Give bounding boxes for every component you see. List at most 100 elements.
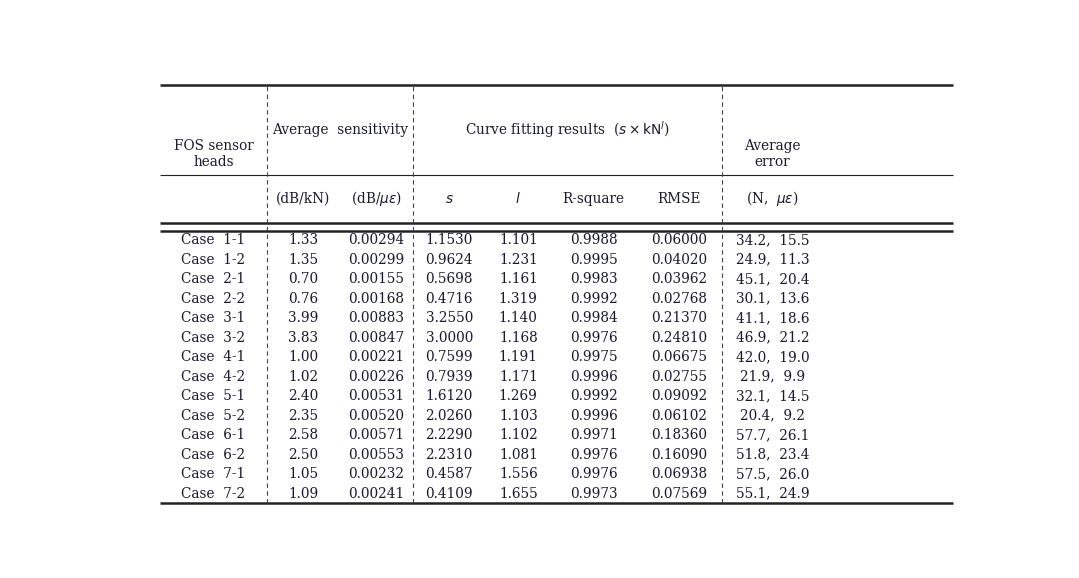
Text: 0.06000: 0.06000 (652, 234, 707, 247)
Text: Case  5-2: Case 5-2 (181, 409, 246, 423)
Text: 1.02: 1.02 (288, 370, 318, 384)
Text: 0.4109: 0.4109 (425, 487, 473, 501)
Text: 0.9988: 0.9988 (570, 234, 617, 247)
Text: 0.00168: 0.00168 (349, 292, 405, 306)
Text: 0.9992: 0.9992 (570, 292, 617, 306)
Text: 0.07569: 0.07569 (651, 487, 707, 501)
Text: 0.09092: 0.09092 (651, 389, 708, 403)
Text: (N,  $\mu\varepsilon$): (N, $\mu\varepsilon$) (746, 190, 798, 209)
Text: 0.00883: 0.00883 (349, 311, 405, 325)
Text: 1.161: 1.161 (498, 272, 537, 286)
Text: Average  sensitivity: Average sensitivity (272, 123, 408, 137)
Text: 34.2,  15.5: 34.2, 15.5 (736, 234, 809, 247)
Text: 1.00: 1.00 (288, 350, 318, 364)
Text: 57.5,  26.0: 57.5, 26.0 (736, 467, 809, 481)
Text: 1.6120: 1.6120 (425, 389, 473, 403)
Text: 0.9996: 0.9996 (570, 370, 617, 384)
Text: Case  6-2: Case 6-2 (181, 447, 246, 462)
Text: 1.556: 1.556 (498, 467, 537, 481)
Text: 0.70: 0.70 (288, 272, 318, 286)
Text: 2.35: 2.35 (288, 409, 318, 423)
Text: Case  6-1: Case 6-1 (181, 428, 246, 442)
Text: 45.1,  20.4: 45.1, 20.4 (736, 272, 809, 286)
Text: Average
error: Average error (745, 139, 801, 169)
Text: R-square: R-square (562, 192, 625, 206)
Text: Case  7-1: Case 7-1 (181, 467, 246, 481)
Text: 0.00155: 0.00155 (349, 272, 405, 286)
Text: 0.02755: 0.02755 (652, 370, 707, 384)
Text: 0.9995: 0.9995 (570, 253, 617, 267)
Text: 0.9983: 0.9983 (570, 272, 617, 286)
Text: 0.00571: 0.00571 (349, 428, 405, 442)
Text: 0.00520: 0.00520 (349, 409, 405, 423)
Text: 1.102: 1.102 (498, 428, 537, 442)
Text: 1.33: 1.33 (288, 234, 318, 247)
Text: 55.1,  24.9: 55.1, 24.9 (736, 487, 809, 501)
Text: 0.21370: 0.21370 (652, 311, 707, 325)
Text: (dB/kN): (dB/kN) (276, 192, 330, 206)
Text: 0.00847: 0.00847 (349, 331, 405, 344)
Text: 1.655: 1.655 (498, 487, 537, 501)
Text: $l$: $l$ (516, 191, 521, 206)
Text: 0.00531: 0.00531 (349, 389, 405, 403)
Text: 2.40: 2.40 (288, 389, 318, 403)
Text: 1.101: 1.101 (498, 234, 537, 247)
Text: 0.00221: 0.00221 (349, 350, 405, 364)
Text: 0.18360: 0.18360 (652, 428, 707, 442)
Text: 0.00299: 0.00299 (349, 253, 405, 267)
Text: Curve fitting results  ($s \times \mathrm{kN}^{l}$): Curve fitting results ($s \times \mathrm… (465, 120, 670, 140)
Text: Case  2-1: Case 2-1 (181, 272, 246, 286)
Text: 1.171: 1.171 (498, 370, 537, 384)
Text: Case  3-2: Case 3-2 (181, 331, 246, 344)
Text: 41.1,  18.6: 41.1, 18.6 (736, 311, 809, 325)
Text: 0.00294: 0.00294 (349, 234, 405, 247)
Text: 21.9,  9.9: 21.9, 9.9 (740, 370, 805, 384)
Text: Case  1-1: Case 1-1 (181, 234, 246, 247)
Text: 1.05: 1.05 (288, 467, 318, 481)
Text: 24.9,  11.3: 24.9, 11.3 (736, 253, 809, 267)
Text: 1.191: 1.191 (498, 350, 537, 364)
Text: 0.9992: 0.9992 (570, 389, 617, 403)
Text: 0.06675: 0.06675 (652, 350, 707, 364)
Text: Case  2-2: Case 2-2 (181, 292, 246, 306)
Text: 1.103: 1.103 (498, 409, 537, 423)
Text: 0.5698: 0.5698 (425, 272, 473, 286)
Text: 42.0,  19.0: 42.0, 19.0 (736, 350, 809, 364)
Text: 0.7939: 0.7939 (425, 370, 473, 384)
Text: 0.9996: 0.9996 (570, 409, 617, 423)
Text: 0.9976: 0.9976 (570, 447, 617, 462)
Text: 0.9624: 0.9624 (425, 253, 473, 267)
Text: $s$: $s$ (445, 192, 453, 206)
Text: 1.1530: 1.1530 (425, 234, 473, 247)
Text: 1.168: 1.168 (498, 331, 537, 344)
Text: 0.9976: 0.9976 (570, 331, 617, 344)
Text: 0.9975: 0.9975 (570, 350, 617, 364)
Text: 0.9976: 0.9976 (570, 467, 617, 481)
Text: 0.4587: 0.4587 (425, 467, 473, 481)
Text: 0.02768: 0.02768 (652, 292, 707, 306)
Text: 20.4,  9.2: 20.4, 9.2 (740, 409, 805, 423)
Text: Case  7-2: Case 7-2 (181, 487, 246, 501)
Text: 1.231: 1.231 (498, 253, 537, 267)
Text: 0.76: 0.76 (288, 292, 318, 306)
Text: FOS sensor
heads: FOS sensor heads (174, 139, 254, 169)
Text: 0.24810: 0.24810 (651, 331, 707, 344)
Text: 1.269: 1.269 (498, 389, 537, 403)
Text: 0.04020: 0.04020 (651, 253, 707, 267)
Text: 0.9971: 0.9971 (570, 428, 617, 442)
Text: Case  5-1: Case 5-1 (181, 389, 246, 403)
Text: 0.06938: 0.06938 (651, 467, 707, 481)
Text: (dB/$\mu\varepsilon$): (dB/$\mu\varepsilon$) (351, 190, 401, 209)
Text: 57.7,  26.1: 57.7, 26.1 (736, 428, 809, 442)
Text: 1.081: 1.081 (498, 447, 537, 462)
Text: 1.319: 1.319 (498, 292, 537, 306)
Text: 30.1,  13.6: 30.1, 13.6 (736, 292, 809, 306)
Text: 2.2310: 2.2310 (425, 447, 473, 462)
Text: Case  4-2: Case 4-2 (181, 370, 246, 384)
Text: 46.9,  21.2: 46.9, 21.2 (736, 331, 809, 344)
Text: Case  3-1: Case 3-1 (181, 311, 246, 325)
Text: 2.58: 2.58 (288, 428, 318, 442)
Text: 1.09: 1.09 (288, 487, 318, 501)
Text: 0.00241: 0.00241 (349, 487, 405, 501)
Text: 0.9984: 0.9984 (570, 311, 617, 325)
